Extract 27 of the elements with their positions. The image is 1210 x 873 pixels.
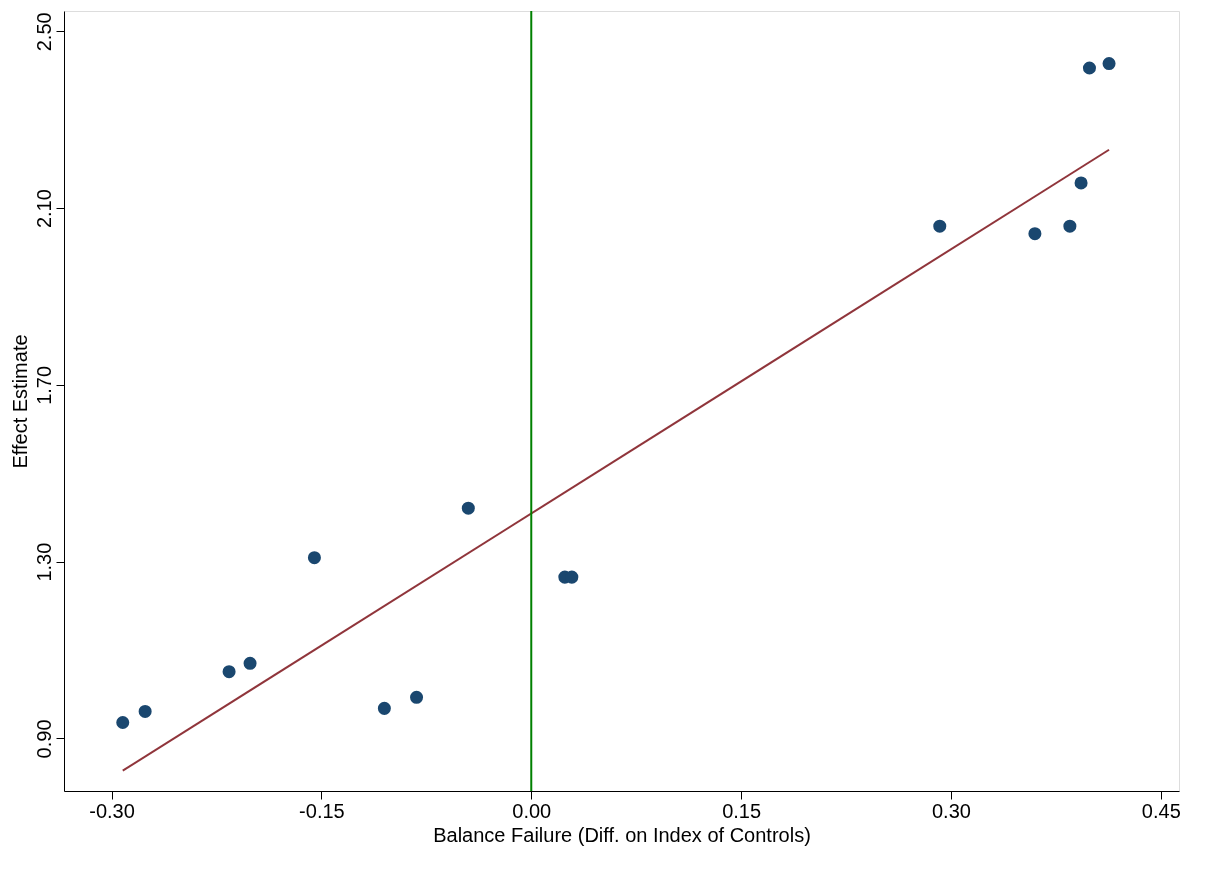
point	[307, 551, 321, 565]
point	[1102, 57, 1116, 71]
point	[933, 219, 947, 233]
x-tick-label: 0.15	[722, 799, 762, 822]
point	[410, 690, 424, 704]
x-tick-label: 0.00	[512, 799, 552, 822]
point	[138, 704, 152, 718]
x-tick-label: -0.30	[89, 799, 135, 822]
point	[116, 716, 130, 730]
x-tick-label: 0.45	[1141, 799, 1181, 822]
y-tick-label: 0.90	[32, 719, 55, 759]
point	[1074, 176, 1088, 190]
point	[1063, 219, 1077, 233]
x-axis-title: Balance Failure (Diff. on Index of Controls)	[433, 823, 811, 846]
point	[377, 701, 391, 715]
y-tick-label: 1.30	[32, 542, 55, 582]
point	[222, 665, 236, 679]
point	[243, 656, 257, 670]
x-tick-label: -0.15	[299, 799, 345, 822]
point	[1082, 61, 1096, 75]
point	[461, 501, 475, 515]
y-axis-title: Effect Estimate	[8, 334, 31, 469]
point	[1028, 227, 1042, 241]
y-tick-label: 2.50	[32, 12, 55, 52]
x-tick-label: 0.30	[931, 799, 971, 822]
y-tick-label: 1.70	[32, 365, 55, 405]
y-tick-label: 2.10	[32, 189, 55, 229]
